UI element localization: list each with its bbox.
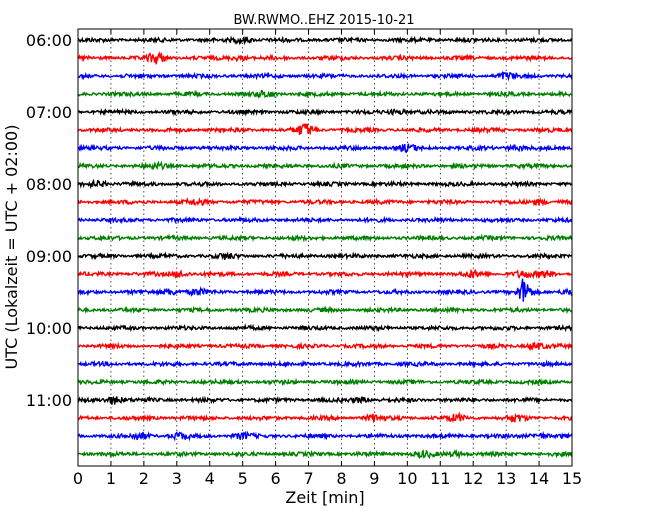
x-tick-label: 6 (271, 469, 281, 488)
y-tick-label: 10:00 (26, 319, 72, 338)
seismic-trace (77, 305, 573, 315)
y-tick-label: 09:00 (26, 247, 72, 266)
x-axis-label: Zeit [min] (285, 488, 364, 507)
x-tick-label: 15 (562, 469, 582, 488)
seismic-trace (77, 251, 573, 261)
x-tick-label: 4 (205, 469, 215, 488)
seismic-trace (77, 35, 573, 46)
seismic-trace (77, 233, 573, 243)
x-tick-label: 10 (397, 469, 417, 488)
seismic-trace (77, 395, 573, 405)
seismic-trace (77, 268, 573, 280)
x-tick-label: 7 (303, 469, 313, 488)
plot-frame (77, 28, 573, 467)
y-tick-label: 11:00 (26, 391, 72, 410)
seismic-trace (77, 359, 573, 369)
x-tick-label: 8 (336, 469, 346, 488)
x-tick-label: 1 (106, 469, 116, 488)
chart-title: BW.RWMO..EHZ 2015-10-21 (233, 13, 414, 28)
seismic-trace (77, 215, 573, 225)
x-tick-label: 9 (369, 469, 379, 488)
seismic-trace (77, 50, 573, 65)
seismic-trace (77, 430, 573, 442)
seismic-trace (77, 178, 573, 190)
x-tick-label: 3 (172, 469, 182, 488)
seismic-trace (77, 411, 573, 424)
seismic-trace (77, 107, 573, 117)
x-tick-labels: 0 1 2 3 4 5 6 7 8 9 10 11 12 13 14 15 (73, 469, 582, 488)
grid-lines (110, 29, 540, 466)
x-tick-label: 12 (463, 469, 483, 488)
y-tick-labels: 06:00 07:00 08:00 09:00 10:00 11:00 (26, 31, 72, 410)
trace-group (77, 35, 573, 460)
x-tick-label: 13 (496, 469, 516, 488)
seismic-trace (77, 123, 573, 135)
axis-ticks (77, 29, 573, 466)
x-tick-label: 2 (139, 469, 149, 488)
seismic-trace (77, 323, 573, 333)
y-tick-label: 06:00 (26, 31, 72, 50)
x-tick-label: 0 (73, 469, 83, 488)
seismic-trace (77, 278, 573, 302)
seismic-trace (77, 448, 573, 460)
seismic-trace (77, 70, 573, 82)
seismic-trace (77, 377, 573, 387)
seismic-trace (77, 340, 573, 352)
x-tick-label: 14 (529, 469, 549, 488)
y-tick-label: 07:00 (26, 103, 72, 122)
seismic-trace (77, 160, 573, 171)
x-tick-label: 5 (238, 469, 248, 488)
y-tick-label: 08:00 (26, 175, 72, 194)
seismic-trace (77, 89, 573, 99)
y-axis-label: UTC (Lokalzeit = UTC + 02:00) (2, 125, 21, 370)
seismic-trace (77, 196, 573, 207)
seismic-trace (77, 143, 573, 154)
x-tick-label: 11 (430, 469, 450, 488)
